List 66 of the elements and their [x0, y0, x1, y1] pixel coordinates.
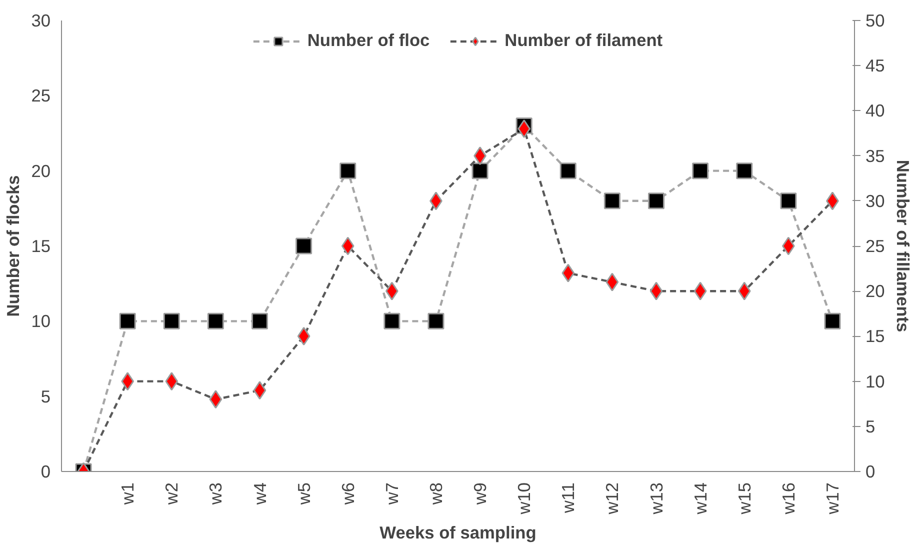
y-tick-label: 30 [31, 10, 51, 30]
point [119, 312, 136, 330]
x-tick-label: w14 [690, 482, 710, 516]
y2-tick-label: 35 [866, 146, 885, 166]
y2-tick-label: 5 [866, 416, 876, 436]
x-tick-label: w4 [250, 482, 270, 506]
point [650, 282, 663, 300]
x-tick-label: w9 [470, 482, 490, 506]
x-tick-label: w3 [206, 482, 226, 506]
x-tick-label: w17 [822, 482, 842, 516]
x-tick-label: w16 [778, 482, 798, 516]
point [296, 238, 312, 254]
point [472, 162, 488, 180]
point [207, 312, 224, 330]
point [824, 312, 841, 330]
point [648, 192, 664, 210]
y2-tick-label: 40 [866, 100, 885, 121]
y-tick-label: 10 [31, 311, 51, 332]
y2-tick-label: 15 [866, 326, 885, 346]
x-tick-label: w6 [338, 482, 358, 506]
point [692, 162, 709, 180]
legend-label: Number of filament [504, 30, 663, 51]
point [694, 282, 707, 300]
y2-tick-label: 45 [866, 56, 885, 76]
point [252, 312, 268, 330]
y-tick-label: 25 [31, 86, 51, 106]
point [341, 236, 354, 256]
y-axis-title: Number of flocks [3, 175, 24, 317]
x-tick-label: w8 [426, 482, 446, 506]
point [340, 162, 356, 180]
y2-axis-title: Number of fillaments [892, 160, 913, 332]
x-tick-label: w11 [558, 482, 578, 514]
x-tick-label: w10 [514, 482, 534, 516]
x-tick-label: w12 [602, 482, 622, 516]
point [297, 326, 310, 346]
point [736, 162, 753, 180]
point [209, 390, 222, 409]
y-tick-label: 15 [31, 236, 51, 256]
point [163, 312, 180, 330]
point [738, 282, 751, 300]
y2-tick-label: 10 [866, 371, 885, 392]
x-tick-label: w2 [162, 482, 182, 506]
y-tick-label: 0 [40, 462, 51, 482]
x-axis-title: Weeks of sampling [380, 522, 536, 542]
point [384, 312, 400, 330]
y-tick-label: 20 [31, 160, 51, 181]
y-tick-label: 5 [40, 386, 51, 406]
point [253, 381, 266, 400]
y2-tick-label: 20 [866, 281, 885, 302]
x-tick-label: w5 [294, 482, 314, 506]
point [165, 372, 178, 391]
point [560, 162, 576, 180]
point [428, 312, 444, 330]
legend-label: Number of floc [307, 30, 430, 51]
y2-tick-label: 50 [866, 10, 885, 30]
y2-tick-label: 0 [866, 462, 876, 482]
x-tick-label: w7 [382, 482, 402, 506]
x-tick-label: w1 [118, 482, 138, 506]
point [780, 192, 797, 210]
y2-tick-label: 30 [866, 190, 885, 211]
x-tick-label: w13 [646, 482, 666, 516]
x-tick-label: w15 [734, 482, 754, 516]
point [562, 264, 575, 282]
y2-tick-label: 25 [866, 236, 885, 256]
point [606, 272, 619, 292]
point [604, 192, 620, 210]
